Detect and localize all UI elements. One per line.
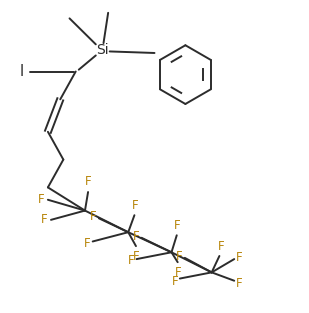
- Text: F: F: [84, 237, 90, 249]
- Text: F: F: [133, 250, 140, 263]
- Text: F: F: [218, 240, 224, 253]
- Text: F: F: [172, 275, 178, 288]
- Text: F: F: [85, 175, 91, 188]
- Text: F: F: [236, 251, 242, 264]
- Text: F: F: [133, 230, 139, 243]
- Text: F: F: [41, 213, 48, 226]
- Text: F: F: [174, 218, 181, 232]
- Text: F: F: [132, 198, 138, 212]
- Text: F: F: [38, 193, 45, 206]
- Text: Si: Si: [96, 43, 108, 57]
- Text: F: F: [236, 277, 242, 290]
- Text: F: F: [176, 250, 182, 263]
- Text: F: F: [128, 254, 134, 267]
- Text: I: I: [20, 64, 24, 79]
- Text: F: F: [175, 266, 182, 279]
- Text: F: F: [90, 210, 96, 223]
